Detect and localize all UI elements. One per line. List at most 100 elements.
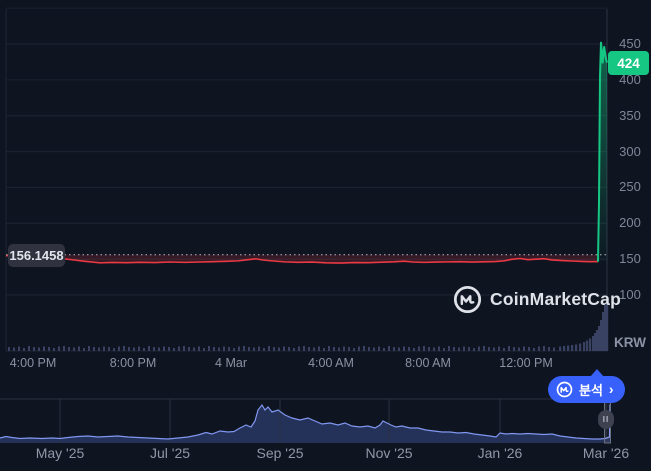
handle-grip-icon: II <box>602 415 610 424</box>
volume-bar <box>283 346 285 351</box>
volume-bar <box>592 336 595 351</box>
volume-bar <box>594 333 597 351</box>
volume-bar <box>600 320 603 351</box>
navigator-tick-label: Sep '25 <box>256 445 304 461</box>
volume-bar <box>538 346 540 351</box>
volume-bar <box>223 346 225 351</box>
navigator-tick-label: May '25 <box>35 445 85 461</box>
volume-bar <box>53 348 55 351</box>
volume-bar <box>308 347 310 351</box>
reference-price-badge: 156.1458 <box>8 244 65 267</box>
volume-bar <box>408 347 410 351</box>
y-axis-tick-label: 250 <box>619 179 641 195</box>
volume-bar <box>378 346 380 351</box>
volume-bar <box>598 326 601 351</box>
volume-bar <box>328 346 330 351</box>
volume-bar <box>63 346 65 351</box>
volume-bar <box>433 347 435 351</box>
volume-bar <box>448 346 450 351</box>
volume-bar <box>575 344 578 351</box>
volume-bar <box>318 346 320 351</box>
volume-bar <box>548 347 550 351</box>
volume-bar <box>313 347 315 351</box>
volume-bar <box>488 347 490 351</box>
navigator-tick-label: Mar '26 <box>582 445 630 461</box>
volume-bar <box>158 347 160 351</box>
volume-bar <box>368 347 370 351</box>
x-axis-tick-label: 4 Mar <box>215 356 247 370</box>
volume-bar <box>493 347 495 351</box>
volume-bar <box>473 348 475 351</box>
volume-bar <box>278 347 280 351</box>
volume-bar <box>303 346 305 351</box>
volume-bar <box>583 342 586 351</box>
volume-bar <box>563 346 566 351</box>
volume-bar <box>543 346 545 351</box>
volume-bar <box>586 340 589 351</box>
volume-bar <box>596 330 599 351</box>
y-axis-tick-label: 350 <box>619 107 641 123</box>
y-axis-tick-label: 150 <box>619 251 641 267</box>
volume-bar <box>443 348 445 351</box>
volume-bar <box>123 346 125 351</box>
analysis-button[interactable]: 분석 › <box>548 376 625 403</box>
volume-bar <box>68 347 70 351</box>
volume-bar <box>468 347 470 351</box>
volume-bar <box>553 347 555 351</box>
analysis-bubble-arrow <box>590 369 604 377</box>
volume-bar <box>528 347 530 351</box>
navigator-tick-label: Jan '26 <box>477 445 523 461</box>
volume-bar <box>93 347 95 351</box>
x-axis-tick-label: 8:00 PM <box>109 356 157 370</box>
chevron-right-icon: › <box>608 381 614 397</box>
volume-bar <box>423 346 425 351</box>
volume-bar <box>503 348 505 351</box>
volume-bar <box>478 346 480 351</box>
volume-bar <box>483 346 485 351</box>
volume-bar <box>188 347 190 351</box>
currency-label: KRW <box>614 335 646 350</box>
volume-bar <box>604 305 607 351</box>
volume-bar <box>571 345 574 351</box>
volume-bar <box>428 347 430 351</box>
volume-bar <box>438 346 440 351</box>
volume-bar <box>163 346 165 351</box>
volume-bar <box>383 348 385 351</box>
volume-bar <box>498 346 500 351</box>
y-axis-tick-label: 100 <box>619 287 641 302</box>
volume-bar <box>198 346 200 351</box>
volume-bar <box>343 346 345 351</box>
volume-bar <box>393 347 395 351</box>
volume-bar <box>193 347 195 351</box>
volume-bar <box>458 347 460 351</box>
volume-bar <box>118 346 120 351</box>
x-axis-tick-label: 4:00 AM <box>308 356 354 370</box>
volume-bar <box>83 348 85 351</box>
price-line-up <box>597 41 608 262</box>
navigator-range-handle[interactable]: II <box>598 410 614 429</box>
volume-bar <box>333 347 335 351</box>
volume-bar <box>453 347 455 351</box>
coinmarketcap-logo-icon-small <box>556 381 573 398</box>
watermark-brand-text: CoinMarketCap <box>490 288 621 309</box>
volume-bar <box>98 347 100 351</box>
navigator-line <box>0 403 611 440</box>
volume-bar <box>589 338 592 351</box>
volume-bar <box>78 346 80 351</box>
volume-bar <box>523 346 525 351</box>
volume-bar <box>403 346 405 351</box>
reference-price-value: 156.1458 <box>9 248 64 263</box>
volume-bar <box>13 347 15 351</box>
volume-bar <box>388 346 390 351</box>
last-price-badge: 424 <box>608 51 649 75</box>
volume-bar <box>8 347 10 351</box>
volume-bar <box>263 348 265 351</box>
volume-bar <box>559 346 562 351</box>
volume-bar <box>58 346 60 351</box>
volume-bar <box>218 347 220 351</box>
volume-bar <box>73 347 75 351</box>
navigator-tick-label: Nov '25 <box>365 445 413 461</box>
volume-bar <box>18 346 20 351</box>
